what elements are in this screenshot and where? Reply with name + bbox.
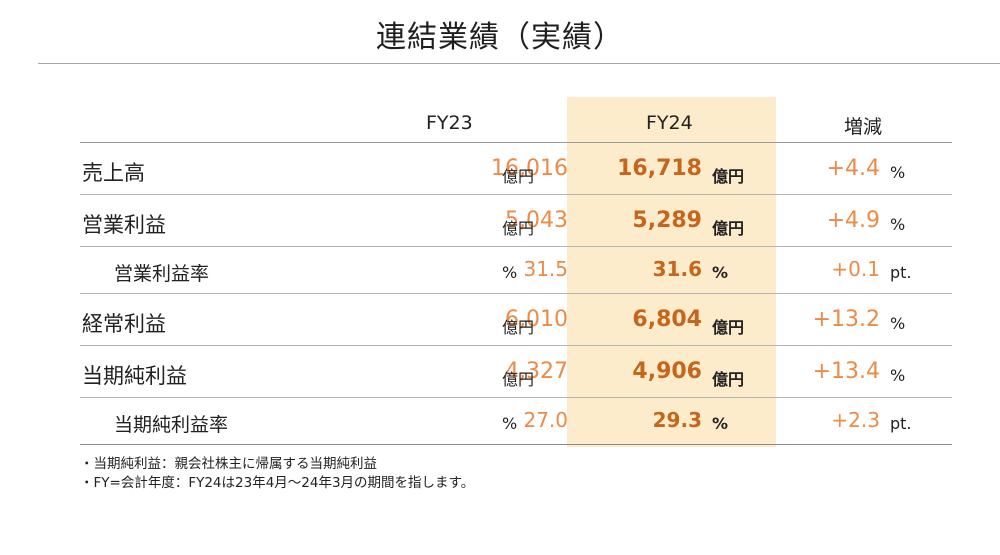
- fy24-unit: 億円: [712, 318, 745, 337]
- fy23-unit: %: [502, 414, 518, 433]
- table-row-operating-profit: 営業利益 5,043 億円 5,289 億円 +4.9 %: [80, 195, 952, 247]
- fy23-value: 5,043: [505, 208, 568, 233]
- footnote-net-income: ・当期純利益：親会社株主に帰属する当期純利益: [80, 456, 377, 472]
- fy24-value: 29.3: [652, 408, 702, 432]
- table-row-net-income: 当期純利益 4,327 億円 4,906 億円 +13.4 %: [80, 346, 952, 398]
- row-label: 営業利益: [82, 213, 166, 237]
- column-header-fy24: FY24: [646, 112, 693, 134]
- fy23-unit: 億円: [502, 318, 535, 337]
- fy24-value: 31.6: [652, 257, 702, 281]
- row-label: 経常利益: [82, 312, 166, 336]
- table-row-operating-margin: 営業利益率 31.5 % 31.6 % +0.1 pt.: [80, 247, 952, 294]
- fy24-unit: 億円: [712, 219, 745, 238]
- row-label: 当期純利益率: [114, 414, 229, 436]
- row-label: 営業利益率: [114, 263, 210, 285]
- column-header-change: 増減: [844, 116, 883, 138]
- fy24-value: 4,906: [632, 359, 702, 384]
- fy24-value: 5,289: [632, 208, 702, 233]
- fy23-unit: 億円: [502, 219, 535, 238]
- fy24-highlight-column: [567, 97, 776, 447]
- fy24-unit: %: [712, 263, 729, 282]
- fy24-unit: %: [712, 414, 729, 433]
- change-unit: %: [890, 163, 906, 182]
- fy23-unit: 億円: [502, 167, 535, 186]
- fy23-value: 16,016: [491, 156, 568, 181]
- fy24-value: 6,804: [632, 307, 702, 332]
- fy23-unit: %: [502, 263, 518, 282]
- fy23-value: 4,327: [505, 359, 568, 384]
- change-value: +4.9: [826, 208, 880, 233]
- change-value: +13.4: [812, 359, 880, 384]
- results-table: FY23 FY24 増減 売上高 16,016 億円 16,718 億円 +4.…: [80, 97, 952, 445]
- row-label: 当期純利益: [82, 364, 187, 388]
- fy23-value: 31.5: [523, 257, 568, 281]
- fy23-value: 6,010: [505, 307, 568, 332]
- change-unit: pt.: [890, 263, 912, 282]
- table-row-ordinary-profit: 経常利益 6,010 億円 6,804 億円 +13.2 %: [80, 294, 952, 346]
- change-unit: %: [890, 366, 906, 385]
- change-unit: %: [890, 314, 906, 333]
- fy24-value: 16,718: [617, 156, 702, 181]
- table-header: FY23 FY24 増減: [80, 97, 952, 143]
- change-value: +13.2: [812, 307, 880, 332]
- row-label: 売上高: [82, 161, 145, 185]
- title-divider: [38, 63, 1000, 64]
- footnotes: ・当期純利益：親会社株主に帰属する当期純利益 ・FY=会計年度：FY24は23年…: [80, 455, 474, 493]
- change-unit: %: [890, 215, 906, 234]
- fy23-unit: 億円: [502, 370, 535, 389]
- fy24-unit: 億円: [712, 370, 745, 389]
- change-value: +2.3: [831, 408, 880, 432]
- table-row-net-margin: 当期純利益率 27.0 % 29.3 % +2.3 pt.: [80, 398, 952, 445]
- footnote-fiscal-year: ・FY=会計年度：FY24は23年4月～24年3月の期間を指します。: [80, 475, 475, 491]
- page-title: 連結業績（実績）: [376, 20, 624, 55]
- column-header-fy23: FY23: [426, 112, 473, 134]
- change-value: +0.1: [831, 257, 880, 281]
- change-unit: pt.: [890, 414, 912, 433]
- fy24-unit: 億円: [712, 167, 745, 186]
- fy23-value: 27.0: [523, 408, 568, 432]
- table-row-sales: 売上高 16,016 億円 16,718 億円 +4.4 %: [80, 143, 952, 195]
- change-value: +4.4: [826, 156, 880, 181]
